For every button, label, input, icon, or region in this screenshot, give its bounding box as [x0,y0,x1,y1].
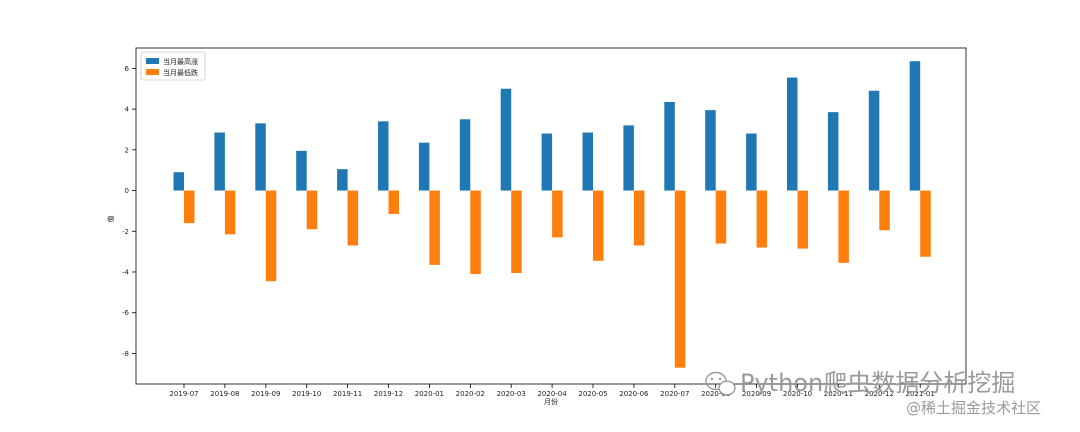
bar-high-2021-01 [909,61,921,191]
legend: 当月最高涨 当月最低跌 [140,51,206,81]
bar-high-2019-08 [214,132,225,191]
bar-high-2020-12 [868,90,880,191]
bar-low-2019-09 [265,190,277,282]
x-tick-label: 2020-07 [660,390,689,398]
bar-low-2019-10 [306,190,318,230]
y-tick-label: -8 [122,350,129,358]
y-tick-label: -4 [122,269,130,277]
x-tick-label: 2020-04 [537,390,567,398]
bar-high-2019-11 [337,169,348,191]
x-tick-label: 2020-09 [742,390,771,398]
x-tick-label: 2020-03 [497,390,526,398]
legend-label-low: 当月最低跌 [163,68,198,77]
x-tick-label: 2020-08 [701,390,730,398]
watermark-sub-text: @稀土掘金技术社区 [906,399,1041,417]
x-tick-label: 2019-11 [333,390,362,398]
watermark-main-text: Python爬虫数据分析挖掘 [740,369,1015,397]
bars-layer [173,61,931,368]
x-tick-label: 2019-09 [251,390,280,398]
bar-low-2020-10 [797,190,808,249]
bar-high-2020-03 [500,88,512,191]
bar-high-2020-06 [623,125,634,191]
bar-low-2020-06 [633,190,645,246]
y-axis: -8 -6 -4 -2 0 2 4 6 [122,65,136,358]
bar-high-2020-01 [418,142,430,191]
legend-swatch-high [146,58,159,64]
y-tick-label: 4 [125,106,130,114]
x-tick-label: 2020-11 [824,390,853,398]
x-tick-label: 2021-01 [906,390,935,398]
x-tick-label: 2020-06 [619,390,649,398]
bar-high-2019-10 [296,150,307,191]
x-tick-label: 2020-01 [415,390,444,398]
plot-frame [135,47,967,385]
bar-high-2019-07 [173,172,184,191]
bar-low-2020-09 [756,190,768,248]
legend-label-high: 当月最高涨 [163,57,198,66]
bar-low-2019-12 [388,190,399,214]
wechat-icon [705,371,736,396]
y-tick-label: 2 [125,146,129,154]
bar-high-2020-02 [459,119,471,191]
x-tick-label: 2019-10 [292,390,321,398]
x-axis: 2019-07 2019-08 2019-09 2019-10 2019-11 2019-… [169,384,935,398]
x-tick-label: 2019-08 [210,390,239,398]
bar-high-2020-04 [541,133,553,191]
bar-high-2020-11 [827,112,839,191]
bar-high-2020-07 [664,101,675,191]
y-tick-label: -2 [122,228,129,236]
watermark: Python爬虫数据分析挖掘 @稀土掘金技术社区 [705,369,1041,417]
y-tick-label: -6 [122,309,130,317]
bar-low-2019-07 [184,190,195,224]
bar-low-2021-01 [920,190,931,257]
bar-low-2020-08 [715,190,727,244]
bar-low-2019-08 [224,190,236,235]
y-axis-title: 值 [106,216,115,223]
legend-swatch-low [146,69,159,75]
bar-low-2020-12 [879,190,890,231]
bar-high-2020-10 [787,77,798,191]
bar-low-2020-05 [593,190,604,261]
bar-low-2020-02 [470,190,481,275]
bar-low-2020-11 [838,190,849,263]
y-tick-label: 6 [125,65,130,73]
bar-high-2019-09 [255,123,266,191]
x-tick-label: 2019-07 [169,390,198,398]
bar-high-2020-05 [582,132,593,191]
bar-low-2020-03 [511,190,522,274]
x-tick-label: 2020-10 [783,390,812,398]
x-axis-title: 月份 [544,397,558,406]
bar-high-2020-08 [705,110,716,191]
x-tick-label: 2020-05 [578,390,607,398]
bar-low-2020-01 [429,190,440,265]
bar-low-2020-04 [552,190,563,238]
bar-high-2020-09 [746,133,757,191]
y-tick-label: 0 [125,187,129,195]
bar-high-2019-12 [378,121,389,191]
x-tick-label: 2020-02 [456,390,485,398]
x-tick-label: 2020-12 [865,390,894,398]
x-tick-label: 2019-12 [374,390,403,398]
bar-low-2019-11 [347,190,359,246]
bar-low-2020-07 [674,190,686,368]
